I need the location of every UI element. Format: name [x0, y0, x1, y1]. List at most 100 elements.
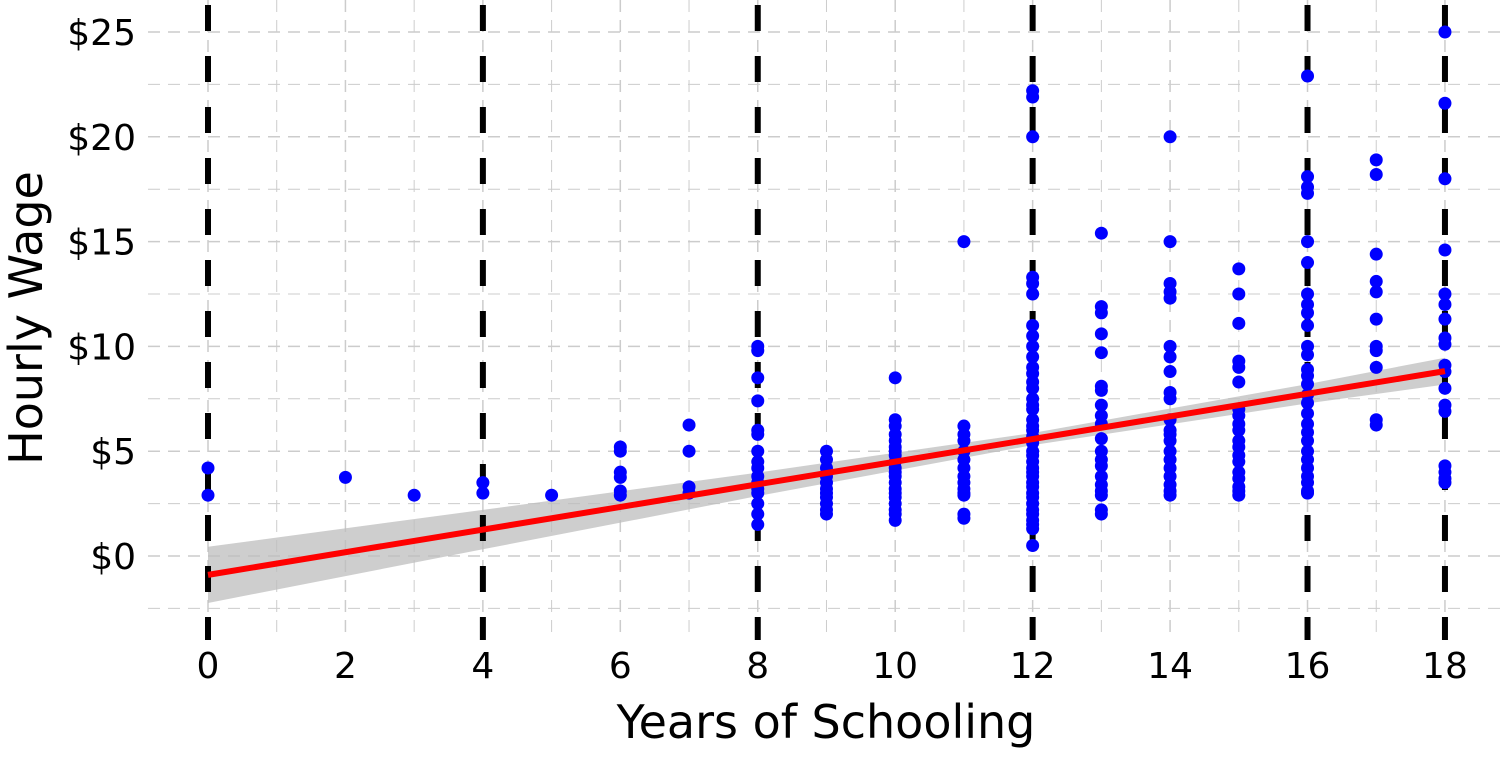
x-tick-label: 18 — [1422, 646, 1468, 687]
x-tick-label: 8 — [746, 646, 769, 687]
data-point — [1232, 316, 1246, 330]
data-point — [1163, 392, 1177, 406]
data-point — [1094, 432, 1108, 446]
data-point — [1163, 488, 1177, 502]
data-point — [1301, 434, 1315, 448]
data-point — [1369, 153, 1383, 167]
data-point — [1369, 285, 1383, 299]
data-point — [1438, 243, 1452, 257]
data-point — [1369, 168, 1383, 182]
data-point — [888, 371, 902, 385]
data-point — [545, 488, 559, 502]
data-point — [957, 511, 971, 525]
data-point — [1163, 235, 1177, 249]
data-point — [1438, 476, 1452, 490]
x-tick-labels: 0 2 4 6 8 10 12 14 16 18 — [197, 646, 1468, 687]
data-point — [1163, 291, 1177, 305]
data-point — [1438, 172, 1452, 186]
data-point — [1163, 130, 1177, 144]
data-point — [1301, 377, 1315, 391]
data-point — [751, 344, 765, 358]
data-point — [1163, 434, 1177, 448]
data-point — [1369, 344, 1383, 358]
data-point — [1026, 287, 1040, 301]
data-point — [1301, 406, 1315, 420]
data-point — [1094, 488, 1108, 502]
data-point — [1026, 339, 1040, 353]
data-point — [1094, 346, 1108, 360]
data-point — [1369, 312, 1383, 326]
data-point — [1163, 365, 1177, 379]
data-point — [201, 488, 215, 502]
x-tick-label: 4 — [471, 646, 494, 687]
data-point — [1301, 396, 1315, 410]
data-point — [1026, 318, 1040, 332]
data-point — [1094, 306, 1108, 320]
fit-line — [207, 368, 1446, 578]
y-tick-labels: $0 $5 $10 $15 $20 $25 — [67, 13, 136, 578]
data-point — [1369, 360, 1383, 374]
data-point — [476, 486, 490, 500]
data-point — [1438, 287, 1452, 301]
data-point — [751, 497, 765, 511]
data-point — [1301, 287, 1315, 301]
data-point — [1369, 418, 1383, 432]
data-point — [1232, 262, 1246, 276]
data-point — [1301, 306, 1315, 320]
data-point — [751, 427, 765, 441]
data-point — [1438, 297, 1452, 311]
data-point — [1026, 381, 1040, 395]
y-tick-label: $15 — [67, 223, 136, 264]
data-point — [1232, 423, 1246, 437]
data-point — [613, 444, 627, 458]
data-point — [1301, 318, 1315, 332]
data-point — [1301, 170, 1315, 184]
data-point — [1232, 287, 1246, 301]
data-point — [1094, 507, 1108, 521]
y-tick-label: $5 — [90, 432, 136, 473]
data-point — [613, 470, 627, 484]
data-point — [1369, 274, 1383, 288]
data-point — [1301, 348, 1315, 362]
y-tick-label: $25 — [67, 13, 136, 54]
x-axis-title: Years of Schooling — [616, 695, 1036, 749]
x-tick-label: 2 — [334, 646, 357, 687]
data-point — [682, 418, 696, 432]
data-point — [1026, 277, 1040, 291]
data-point — [1163, 350, 1177, 364]
data-point — [407, 488, 421, 502]
data-point — [1301, 235, 1315, 249]
data-point — [888, 513, 902, 527]
data-point — [1026, 90, 1040, 104]
data-point — [1438, 25, 1452, 39]
data-point — [751, 507, 765, 521]
x-tick-label: 0 — [197, 646, 220, 687]
data-point — [1301, 69, 1315, 83]
data-point — [1026, 329, 1040, 343]
data-point — [1438, 404, 1452, 418]
data-point — [1232, 488, 1246, 502]
y-tick-label: $10 — [67, 327, 136, 368]
x-tick-label: 16 — [1285, 646, 1331, 687]
data-point — [613, 488, 627, 502]
data-point — [1438, 381, 1452, 395]
data-point — [1094, 226, 1108, 240]
data-point — [751, 394, 765, 408]
x-tick-label: 12 — [1010, 646, 1056, 687]
data-point — [1438, 337, 1452, 351]
data-point — [1094, 398, 1108, 412]
x-tick-label: 6 — [609, 646, 632, 687]
data-point — [1232, 360, 1246, 374]
y-tick-label: $20 — [67, 118, 136, 159]
data-point — [338, 470, 352, 484]
data-point — [1094, 459, 1108, 473]
data-point — [957, 434, 971, 448]
data-point — [957, 488, 971, 502]
y-axis-title: Hourly Wage — [0, 171, 53, 465]
data-point — [1094, 383, 1108, 397]
data-point — [1438, 96, 1452, 110]
points — [201, 25, 1452, 553]
data-point — [1438, 312, 1452, 326]
data-point — [1301, 256, 1315, 270]
